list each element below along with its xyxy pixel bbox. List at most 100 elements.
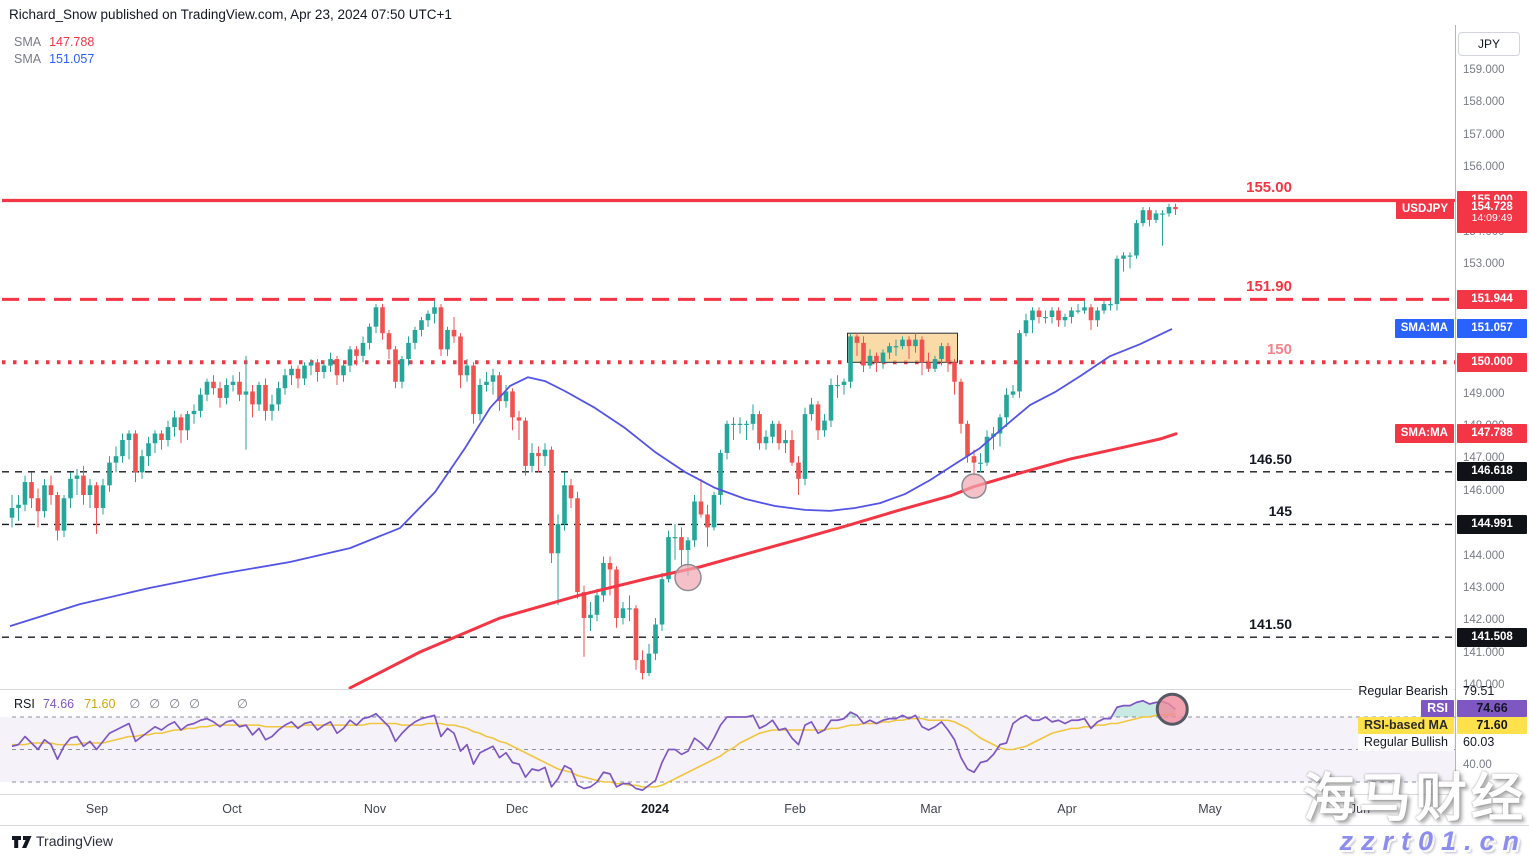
rsi-empty-marker: ∅ [189, 697, 200, 711]
candle-body [1036, 310, 1042, 317]
candle-body [516, 417, 522, 421]
candle-body [997, 417, 1003, 434]
candle-body [464, 365, 470, 376]
candle-body [510, 391, 515, 418]
candle-body [386, 333, 392, 350]
candle-body [412, 329, 418, 343]
candle-body [594, 595, 600, 615]
candle-body [607, 562, 613, 570]
candle-body [835, 384, 840, 387]
candle-body [815, 404, 821, 431]
candle-body [880, 352, 886, 363]
candle-body [165, 427, 171, 440]
candle-body [906, 339, 912, 347]
candle-body [432, 307, 437, 314]
price-tick: 144.000 [1463, 549, 1505, 562]
candle-body [555, 524, 561, 554]
rsi-empty-marker: ∅ [236, 697, 248, 711]
candle-body [29, 482, 34, 499]
candle-body [458, 336, 463, 376]
sma-slow-value: 151.057 [49, 52, 95, 66]
currency-button[interactable]: JPY [1458, 32, 1520, 56]
rsi-row-value: 60.03 [1463, 735, 1495, 749]
last-price-badge: 154.728 14:09:49 [1457, 200, 1527, 234]
month-label-oct: Oct [222, 802, 242, 816]
sma-200-line [348, 432, 1178, 690]
candle-body [776, 423, 782, 444]
candle-body [1088, 307, 1094, 321]
timeaxis-bottom-separator [0, 825, 1529, 826]
candle-body [1049, 310, 1055, 317]
price-axis-border [1455, 25, 1456, 825]
price-tick: 142.000 [1463, 614, 1505, 627]
tradingview-brand-text[interactable]: TradingView [36, 833, 114, 849]
candle-body [627, 608, 632, 610]
candle-body [263, 384, 268, 411]
publish-header: Richard_Snow published on TradingView.co… [9, 7, 452, 22]
candle-body [87, 485, 93, 496]
candle-body [913, 339, 918, 347]
tradingview-logo-icon[interactable] [11, 834, 33, 850]
candle-body [770, 423, 775, 437]
candle-body [900, 339, 905, 347]
sma-tag: SMA:MA [1394, 318, 1454, 338]
candle-body [172, 417, 177, 428]
candle-body [55, 495, 60, 531]
candle-body [809, 404, 814, 415]
candle-body [1095, 310, 1100, 321]
candle-body [692, 501, 697, 541]
candle-body [490, 375, 496, 382]
rsi-highlight-circle [1155, 692, 1189, 726]
sma-fast-label: SMA [14, 35, 42, 49]
candle-body [425, 313, 431, 321]
candle-body [919, 339, 925, 363]
price-tick: 156.000 [1463, 161, 1505, 174]
rsi-legend[interactable]: RSI 74.66 71.60 ∅ ∅ ∅ ∅ ∅ [14, 696, 257, 713]
candle-body [1140, 210, 1146, 224]
footer-bar: TradingView [0, 826, 1529, 857]
candle-body [724, 423, 730, 453]
candle-body [354, 349, 359, 356]
candle-body [640, 660, 645, 674]
candle-body [1075, 310, 1081, 312]
price-axis[interactable]: JPY 159.000158.000157.000156.000155.0001… [1456, 25, 1529, 825]
month-label-jun: Jun [1349, 802, 1371, 816]
candle-body [861, 342, 866, 366]
candle-body [1017, 333, 1022, 392]
candle-body [243, 391, 249, 395]
candle-body [1010, 391, 1016, 395]
sma-fast-legend-row[interactable]: SMA 147.788 [14, 34, 94, 51]
candle-body [198, 394, 203, 411]
candle-body [796, 462, 801, 479]
candle-body [679, 537, 684, 551]
candle-body [471, 365, 476, 415]
candle-body [360, 342, 366, 356]
rsi-row-name: Regular Bearish [1352, 683, 1454, 700]
candle-body [887, 346, 892, 353]
candle-body [185, 414, 190, 431]
candle-body [61, 498, 67, 531]
pane-separator[interactable] [0, 689, 1529, 690]
candle-body [789, 439, 795, 463]
rsi-row-name: RSI-based MA [1357, 717, 1454, 734]
candle-body [328, 359, 333, 366]
rsi-row-value: 74.66 [1457, 700, 1527, 717]
sma-slow-legend-row[interactable]: SMA 151.057 [14, 51, 94, 68]
candle-body [549, 449, 554, 554]
month-label-may: May [1198, 802, 1222, 816]
candle-body [42, 485, 47, 512]
month-label-apr: Apr [1057, 802, 1077, 816]
candle-body [217, 388, 223, 398]
time-axis[interactable]: Sep Oct Nov Dec 2024 Feb Mar Apr May Jun [0, 795, 1529, 825]
candle-body [100, 485, 106, 508]
rsi-empty-marker: ∅ [129, 697, 141, 711]
candle-body [341, 365, 346, 376]
candle-body [68, 478, 73, 499]
rsi-overbought-fill [845, 712, 859, 717]
candle-body [757, 414, 762, 444]
candle-body [945, 346, 951, 363]
candle-body [191, 410, 197, 415]
candle-body [874, 355, 879, 363]
